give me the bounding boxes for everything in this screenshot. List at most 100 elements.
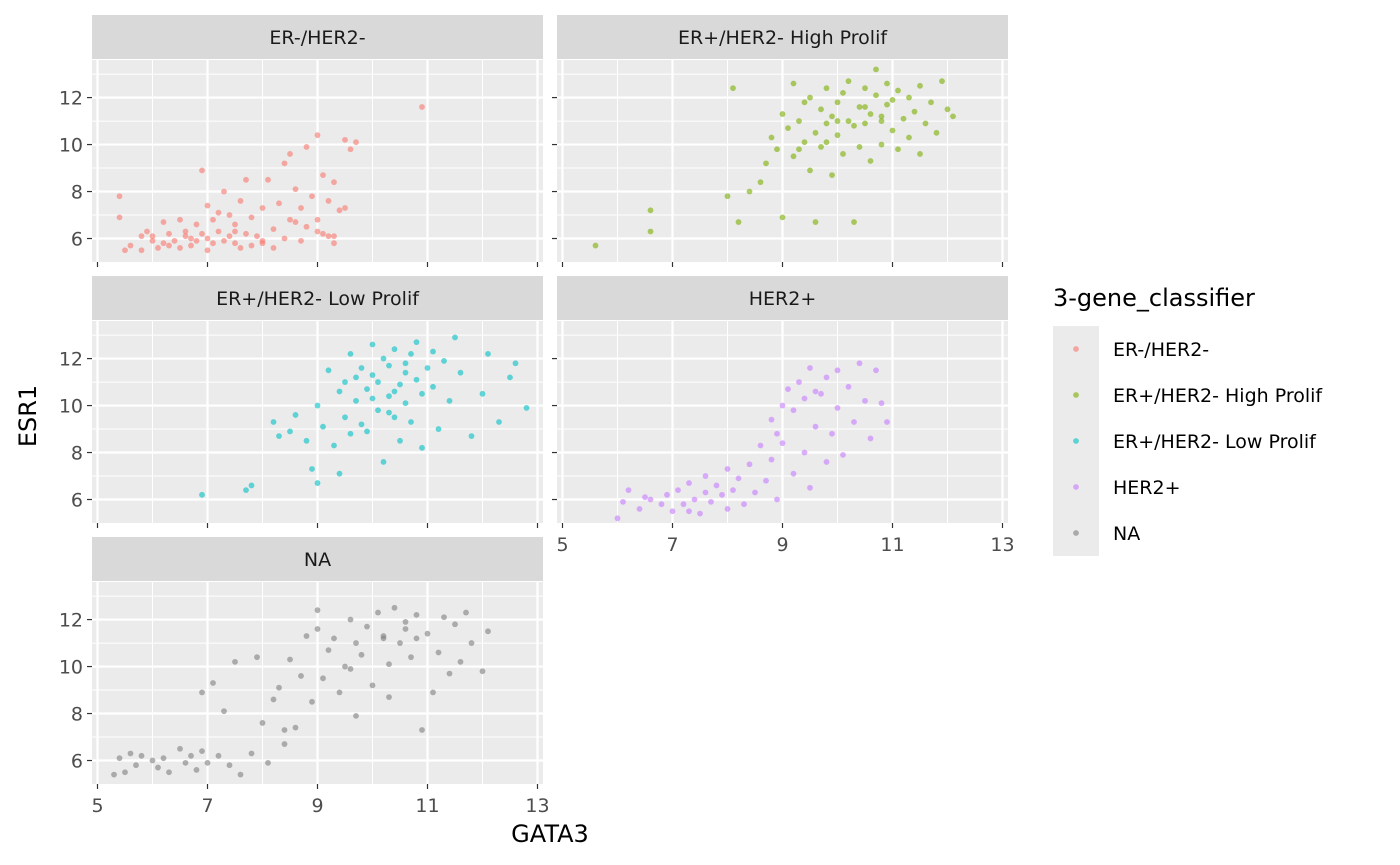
data-point	[845, 118, 852, 124]
data-point	[867, 158, 874, 164]
panel-na: NA	[92, 537, 543, 784]
legend-item-er-her2: ER-/HER2-	[1053, 326, 1209, 372]
data-point	[878, 141, 885, 148]
legend-swatch	[1073, 530, 1079, 536]
data-point	[309, 466, 315, 472]
data-point	[149, 233, 156, 240]
data-point	[867, 435, 874, 442]
facet-strip	[92, 15, 543, 59]
data-point	[221, 237, 227, 244]
data-point	[430, 383, 436, 390]
data-point	[906, 134, 912, 141]
data-point	[221, 188, 227, 195]
data-point	[950, 113, 956, 120]
data-point	[243, 230, 249, 237]
facet-panels: ER-/HER2- ER+/HER2- High Prolif ER+/HER2- …	[92, 15, 1008, 784]
data-point	[122, 247, 128, 254]
data-point	[735, 219, 742, 225]
data-point	[215, 752, 222, 759]
data-point	[380, 355, 387, 362]
legend-title: 3-gene_classifier	[1053, 284, 1255, 312]
data-point	[452, 334, 458, 341]
data-point	[177, 216, 183, 223]
legend-swatch	[1073, 346, 1079, 352]
data-point	[380, 459, 387, 465]
data-point	[402, 369, 409, 376]
data-point	[210, 216, 216, 223]
data-point	[314, 132, 321, 139]
data-point	[485, 350, 491, 357]
data-point	[325, 233, 332, 240]
data-point	[413, 611, 420, 618]
data-point	[342, 414, 348, 421]
x-tick-label: 11	[415, 795, 439, 817]
data-point	[457, 658, 464, 665]
data-point	[730, 85, 736, 92]
facet-strip	[557, 276, 1008, 320]
data-point	[790, 407, 797, 414]
data-point	[386, 661, 392, 668]
data-point	[199, 230, 205, 237]
data-point	[298, 673, 304, 679]
data-point	[391, 388, 398, 395]
data-point	[314, 402, 321, 409]
data-point	[199, 167, 205, 174]
legend-item-er-her2-low-prolif: ER+/HER2- Low Prolif	[1053, 418, 1317, 464]
data-point	[636, 506, 643, 512]
data-point	[369, 372, 376, 378]
data-point	[369, 341, 376, 348]
data-point	[309, 193, 315, 200]
data-point	[779, 214, 786, 221]
legend-item-er-her2-high-prolif: ER+/HER2- High Prolif	[1053, 372, 1323, 418]
legend-swatch	[1073, 438, 1079, 444]
data-point	[840, 451, 846, 458]
data-point	[906, 94, 912, 101]
x-tick-label: 7	[201, 795, 213, 817]
data-point	[796, 146, 802, 153]
data-point	[790, 153, 797, 160]
data-point	[507, 374, 513, 381]
data-point	[303, 223, 310, 230]
data-point	[232, 221, 238, 228]
data-point	[446, 397, 453, 404]
data-point	[210, 680, 216, 686]
data-point	[829, 172, 835, 178]
data-point	[292, 724, 299, 731]
data-point	[397, 381, 403, 388]
panel-er-her2-high-prolif: ER+/HER2- High Prolif	[557, 15, 1008, 262]
data-point	[862, 85, 868, 92]
data-point	[840, 89, 846, 96]
data-point	[364, 623, 370, 630]
y-tick-label: 6	[71, 490, 83, 512]
data-point	[435, 426, 442, 432]
data-point	[790, 80, 797, 87]
data-point	[479, 668, 486, 675]
data-point	[276, 200, 282, 207]
data-point	[873, 92, 879, 99]
data-point	[413, 339, 420, 346]
data-point	[719, 491, 725, 498]
data-point	[878, 113, 885, 120]
data-point	[259, 205, 266, 211]
data-point	[686, 508, 692, 515]
data-point	[248, 750, 255, 757]
data-point	[895, 87, 901, 94]
data-point	[856, 104, 863, 110]
data-point	[823, 85, 830, 92]
data-point	[320, 172, 326, 178]
data-point	[768, 456, 775, 463]
data-point	[386, 694, 392, 700]
data-point	[796, 118, 802, 124]
data-point	[807, 94, 813, 101]
data-point	[867, 111, 874, 117]
data-points	[111, 604, 491, 778]
data-point	[807, 365, 813, 371]
data-point	[457, 369, 464, 376]
data-point	[188, 235, 194, 242]
data-point	[303, 144, 310, 150]
data-point	[226, 212, 233, 218]
data-point	[270, 696, 277, 703]
data-point	[512, 360, 519, 367]
data-point	[884, 80, 890, 87]
x-tick-label: 9	[311, 795, 323, 817]
